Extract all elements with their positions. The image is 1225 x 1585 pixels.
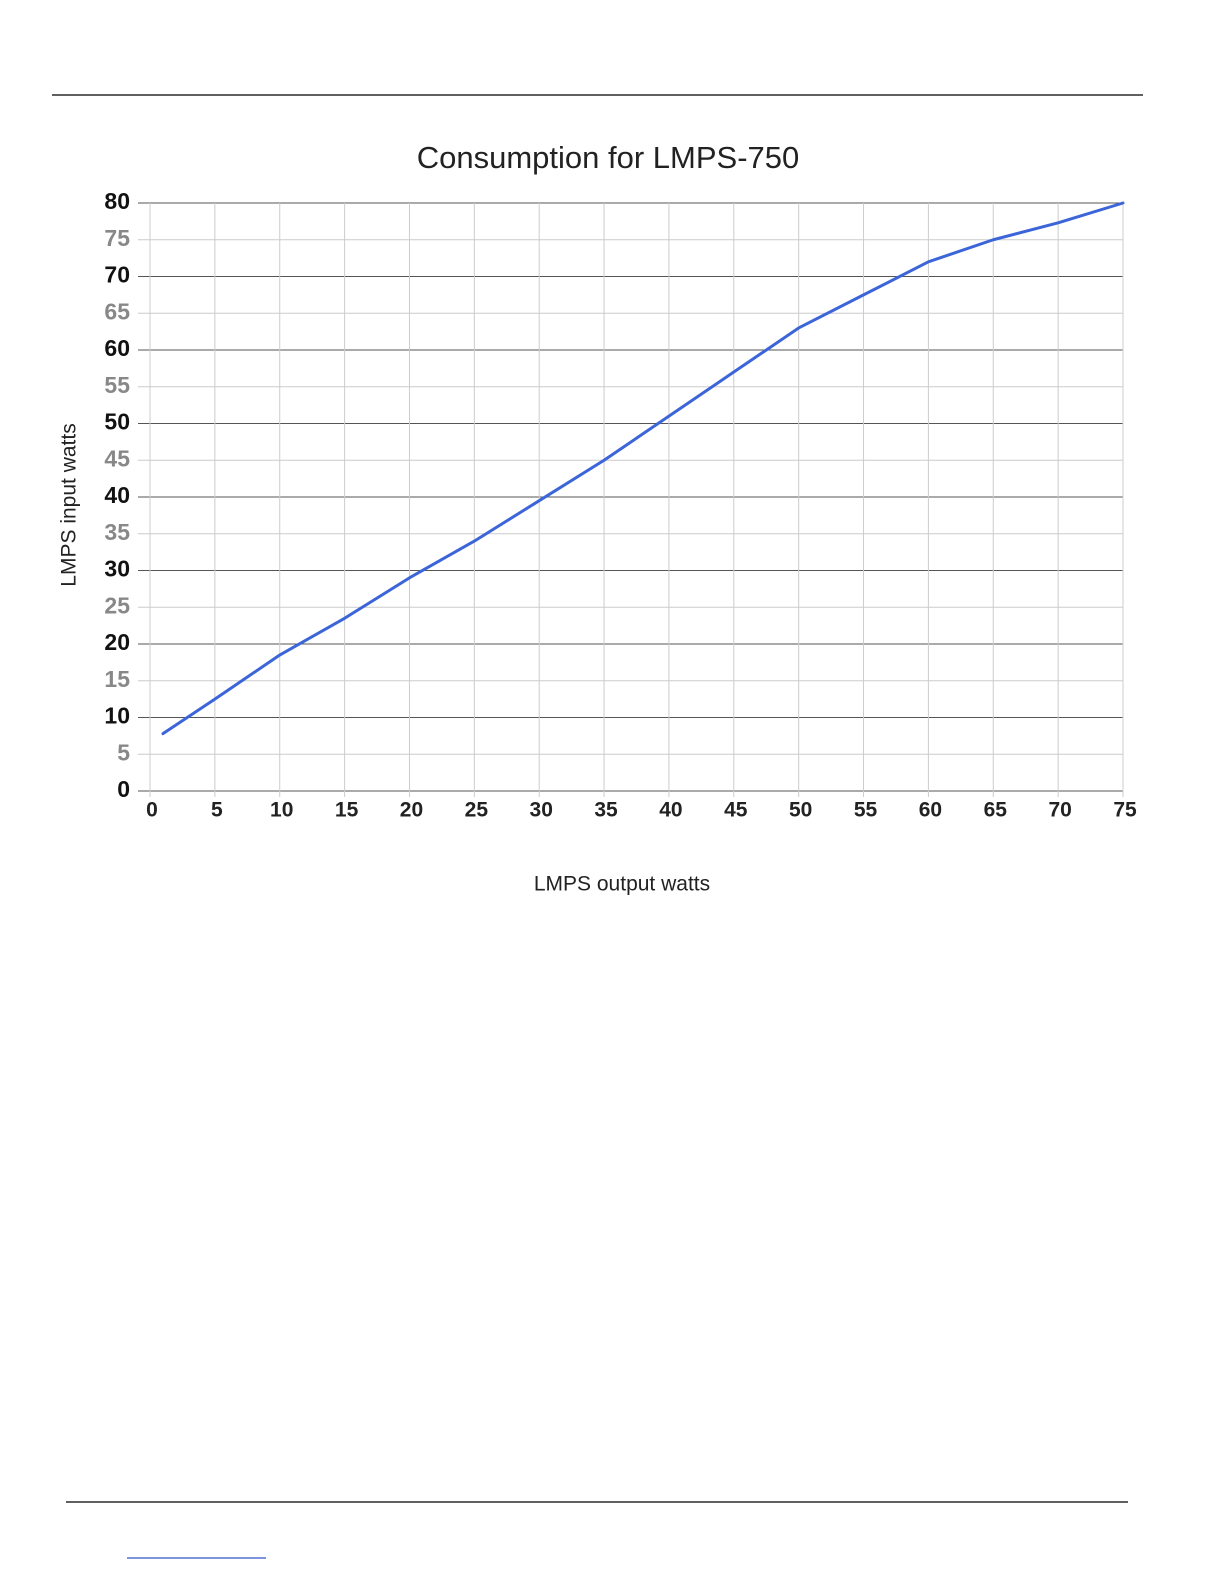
y-tick-label: 65 — [104, 298, 130, 324]
x-tick-label: 50 — [789, 799, 812, 822]
x-tick-label: 20 — [400, 799, 423, 822]
y-tick-label: 0 — [117, 776, 130, 802]
y-tick-label: 30 — [104, 556, 130, 582]
y-tick-label: 40 — [104, 482, 130, 508]
y-axis-title: LMPS input watts — [58, 423, 81, 586]
x-tick-label: 40 — [659, 799, 682, 822]
data-line — [161, 201, 1125, 736]
y-tick-label: 10 — [104, 703, 130, 729]
y-tick-label: 50 — [104, 409, 130, 435]
y-tick-label: 25 — [104, 592, 130, 618]
y-tick-label: 55 — [104, 372, 130, 398]
x-tick-label: 55 — [854, 799, 878, 822]
x-tick-label: 30 — [530, 799, 553, 822]
y-tick-label: 15 — [104, 666, 130, 692]
x-tick-label: 45 — [724, 799, 748, 822]
x-tick-label: 0 — [146, 799, 158, 822]
y-tick-label: 20 — [104, 629, 130, 655]
y-tick-label: 45 — [104, 445, 130, 471]
x-tick-label: 15 — [335, 799, 359, 822]
x-tick-label: 5 — [211, 799, 223, 822]
x-tick-label: 75 — [1113, 799, 1137, 822]
y-tick-label: 70 — [104, 262, 130, 288]
chart-title: Consumption for LMPS-750 — [417, 140, 800, 175]
x-tick-label: 10 — [270, 799, 293, 822]
x-tick-label: 65 — [984, 799, 1008, 822]
y-tick-label: 5 — [117, 739, 130, 765]
x-tick-label: 25 — [465, 799, 489, 822]
x-tick-label: 70 — [1048, 799, 1071, 822]
y-tick-label: 60 — [104, 335, 130, 361]
y-tick-label: 80 — [104, 188, 130, 214]
y-tick-label: 35 — [104, 519, 130, 545]
y-tick-label: 75 — [104, 225, 130, 251]
x-tick-label: 35 — [594, 799, 618, 822]
x-axis-title: LMPS output watts — [534, 873, 710, 896]
x-tick-label: 60 — [919, 799, 942, 822]
